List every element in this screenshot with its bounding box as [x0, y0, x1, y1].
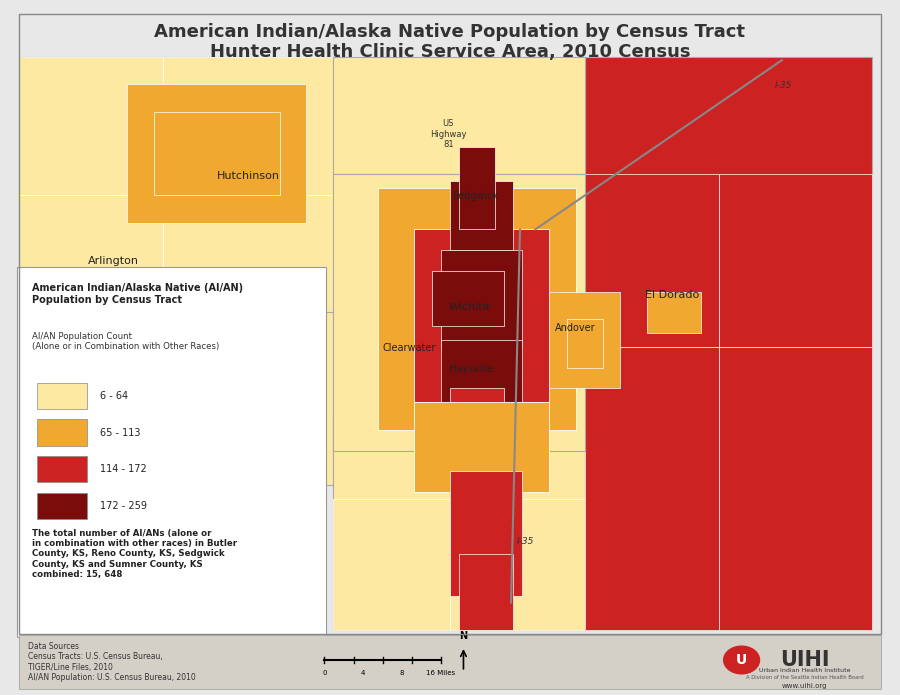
Bar	[37, 493, 86, 519]
Polygon shape	[163, 195, 333, 312]
Polygon shape	[333, 499, 450, 630]
Polygon shape	[450, 181, 513, 250]
Polygon shape	[441, 250, 522, 347]
Text: 6 - 64: 6 - 64	[100, 391, 128, 401]
Text: 65 - 113: 65 - 113	[100, 427, 140, 438]
Polygon shape	[154, 112, 280, 195]
Polygon shape	[450, 389, 504, 436]
Polygon shape	[19, 312, 333, 485]
Text: 172 - 259: 172 - 259	[100, 501, 147, 511]
Polygon shape	[719, 347, 872, 630]
Text: El Dorado: El Dorado	[645, 290, 699, 300]
Bar	[37, 456, 86, 482]
Text: AI/AN Population Count
(Alone or in Combination with Other Races): AI/AN Population Count (Alone or in Comb…	[32, 332, 219, 351]
Text: N: N	[459, 631, 467, 641]
Text: Hunter Health Clinic Service Area, 2010 Census: Hunter Health Clinic Service Area, 2010 …	[210, 43, 690, 61]
Text: KS: KS	[652, 496, 706, 530]
Text: American Indian/Alaska Native (AI/AN)
Population by Census Tract: American Indian/Alaska Native (AI/AN) Po…	[32, 284, 243, 305]
Polygon shape	[127, 84, 306, 222]
Text: UIHI: UIHI	[779, 650, 829, 669]
Text: I-35: I-35	[775, 81, 793, 90]
Text: 114 - 172: 114 - 172	[100, 464, 147, 474]
Polygon shape	[585, 347, 719, 630]
Polygon shape	[19, 312, 163, 485]
Polygon shape	[450, 499, 585, 630]
Text: US
Highway
81: US Highway 81	[430, 119, 466, 149]
Polygon shape	[414, 402, 549, 492]
Polygon shape	[567, 319, 602, 368]
Text: OK: OK	[618, 586, 677, 620]
Text: 4: 4	[361, 670, 365, 676]
Polygon shape	[19, 57, 333, 485]
Text: The total number of AI/ANs (alone or
in combination with other races) in Butler
: The total number of AI/ANs (alone or in …	[32, 529, 237, 580]
Polygon shape	[19, 57, 163, 195]
Text: I-35: I-35	[517, 537, 534, 546]
Bar	[19, 14, 881, 634]
Text: 16 Miles: 16 Miles	[427, 670, 455, 676]
Polygon shape	[163, 57, 333, 195]
Bar	[37, 420, 86, 445]
Polygon shape	[719, 174, 872, 347]
Text: Data Sources
Census Tracts: U.S. Census Bureau,
TIGER/Line Files, 2010
AI/AN Pop: Data Sources Census Tracts: U.S. Census …	[28, 642, 196, 682]
Polygon shape	[450, 471, 522, 596]
Text: Arlington: Arlington	[88, 256, 139, 265]
Text: Haysville: Haysville	[449, 364, 494, 374]
Text: U: U	[736, 653, 747, 667]
Text: Clearwater: Clearwater	[382, 343, 436, 353]
Bar	[37, 383, 86, 409]
Text: Wichita: Wichita	[449, 302, 491, 312]
Polygon shape	[432, 271, 504, 326]
Polygon shape	[441, 340, 522, 409]
Polygon shape	[585, 174, 719, 347]
Text: Hutchinson: Hutchinson	[217, 170, 280, 181]
Polygon shape	[333, 416, 585, 630]
Polygon shape	[459, 147, 495, 229]
Text: American Indian/Alaska Native Population by Census Tract: American Indian/Alaska Native Population…	[155, 23, 745, 41]
Polygon shape	[585, 57, 872, 630]
Bar	[19, 635, 881, 689]
Polygon shape	[333, 57, 585, 174]
Polygon shape	[19, 195, 163, 312]
Text: www.uihi.org: www.uihi.org	[782, 682, 827, 689]
FancyBboxPatch shape	[16, 268, 326, 637]
Text: 0: 0	[322, 670, 327, 676]
Text: Urban Indian Health Institute: Urban Indian Health Institute	[759, 668, 850, 673]
Polygon shape	[378, 188, 576, 430]
Polygon shape	[459, 554, 513, 630]
Text: 8: 8	[400, 670, 404, 676]
Polygon shape	[163, 312, 333, 485]
Polygon shape	[647, 292, 701, 333]
Text: Andover: Andover	[555, 322, 596, 333]
Polygon shape	[333, 174, 585, 450]
Circle shape	[724, 646, 760, 674]
Text: Sedgwick: Sedgwick	[452, 191, 499, 202]
Text: A Division of the Seattle Indian Health Board: A Division of the Seattle Indian Health …	[745, 676, 863, 680]
Polygon shape	[414, 229, 549, 402]
Polygon shape	[549, 292, 620, 389]
